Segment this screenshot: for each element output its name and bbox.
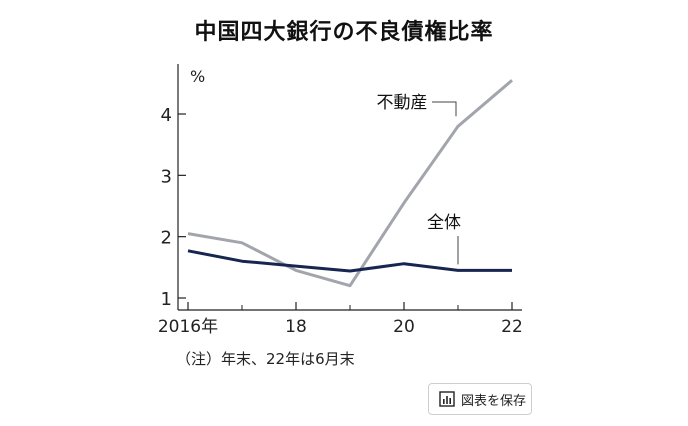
x-tick-label: 20 bbox=[393, 317, 415, 337]
chart-title: 中国四大銀行の不良債権比率 bbox=[194, 20, 494, 45]
y-tick-label: 4 bbox=[161, 105, 172, 126]
save-chart-label: 図表を保存 bbox=[461, 393, 527, 409]
bar-chart-icon bbox=[439, 391, 455, 407]
x-tick-label: 2016年 bbox=[158, 317, 218, 337]
y-axis-unit: % bbox=[190, 67, 205, 86]
overall-series-label: 全体 bbox=[427, 213, 461, 233]
y-tick-label: 2 bbox=[161, 228, 172, 249]
chart-note: （注）年末、22年は6月末 bbox=[176, 350, 355, 368]
x-tick-label: 18 bbox=[285, 317, 307, 337]
y-tick-label: 1 bbox=[161, 289, 172, 310]
property-series-label: 不動産 bbox=[377, 93, 428, 113]
y-tick-label: 3 bbox=[161, 166, 172, 187]
x-tick-label: 22 bbox=[501, 317, 523, 337]
property-leader-line bbox=[432, 101, 457, 117]
overall-series-line bbox=[187, 249, 512, 273]
save-chart-button[interactable]: 図表を保存 bbox=[428, 383, 532, 415]
property-series-line bbox=[187, 79, 513, 288]
